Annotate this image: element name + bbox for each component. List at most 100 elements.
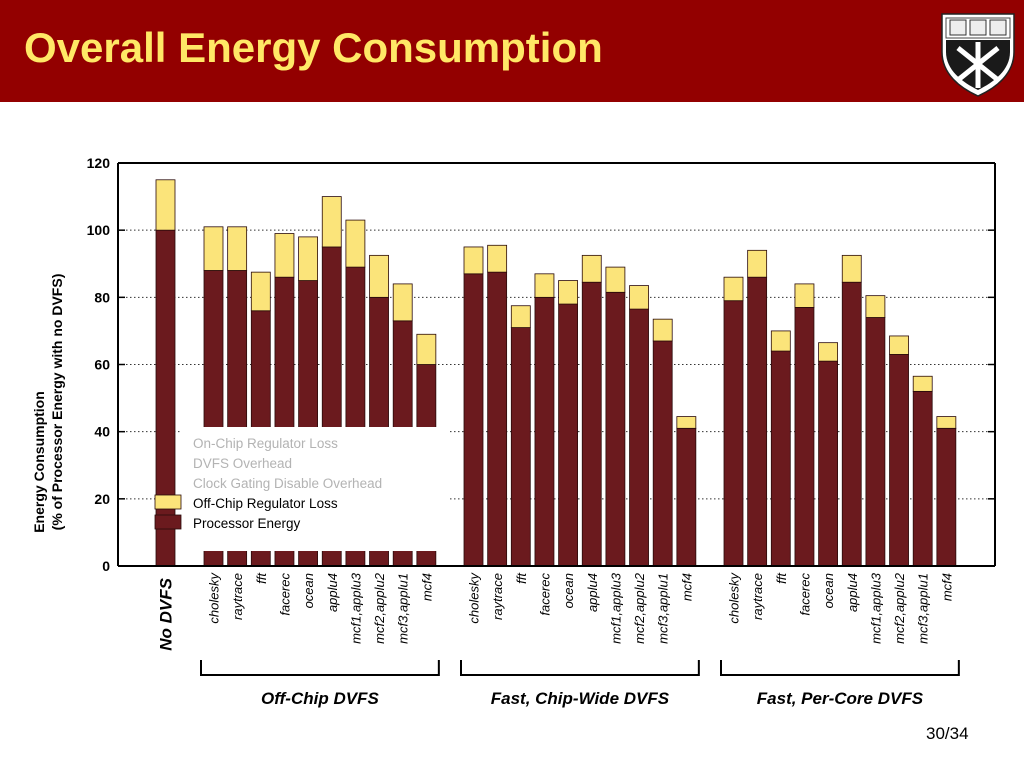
bar-offchip-regulator-loss [321,196,342,248]
legend-swatch [154,514,182,530]
bar-offchip-regulator-loss [652,318,673,342]
x-label-group-3: mcf1,applu3 [608,572,623,644]
group-label-group-3: Fast, Chip-Wide DVFS [491,689,670,708]
bar-offchip-regulator-loss [392,283,413,322]
x-label-group-2: facerec [277,573,292,616]
y-tick-label: 60 [94,357,110,373]
x-axis-category-labels: No DVFS cholesky raytrace fft facerec ocean ap… [157,572,955,651]
bar-processor-energy [652,340,673,567]
x-label-group-2: mcf4 [419,573,434,601]
bracket-group-3 [460,660,700,676]
bar-offchip-regulator-loss [912,375,933,392]
y-tick-label: 40 [94,424,110,440]
bar-offchip-regulator-loss [936,416,957,429]
slide-title: Overall Energy Consumption [24,24,603,71]
bar-offchip-regulator-loss [416,333,437,365]
bar-offchip-regulator-loss [676,416,697,429]
bar-processor-energy [487,271,508,567]
group-brackets: Off-Chip DVFS Fast, Chip-Wide DVFS Fast, P… [200,660,960,708]
y-tick-label: 0 [102,558,110,574]
bar-processor-energy [605,291,626,567]
bar-offchip-regulator-loss [298,236,319,281]
bar-offchip-regulator-loss [155,179,176,231]
x-label-group-2: cholesky [207,572,222,624]
x-label-group-4: ocean [821,573,836,608]
x-label-group-4: mcf1,applu3 [868,572,883,644]
page-number: 30/34 [926,724,969,743]
energy-consumption-chart: On-Chip Regulator Loss DVFS Overhead Clock… [31,155,996,708]
x-label-group-2: raytrace [230,573,245,620]
y-tick-label: 20 [94,491,110,507]
x-label-group-4: facerec [797,573,812,616]
bar-processor-energy [629,308,649,567]
y-axis-label-line2: (% of Processor Energy with no DVFS) [49,274,65,531]
x-label-group-3: mcf2,applu2 [632,572,647,644]
bar-processor-energy [534,296,555,567]
y-tick-label: 120 [87,155,111,171]
bar-processor-energy [818,360,838,567]
y-axis-ticks: 0 20 40 60 80 100 120 [87,155,995,574]
legend-label: On-Chip Regulator Loss [193,436,338,451]
bar-offchip-regulator-loss [841,254,862,283]
bar-offchip-regulator-loss [889,335,909,355]
bar-offchip-regulator-loss [534,273,555,298]
x-label-group-4: cholesky [727,572,742,624]
bar-offchip-regulator-loss [345,219,366,268]
x-label-group-2: fft [254,572,269,584]
bar-offchip-regulator-loss [581,254,602,283]
bar-processor-energy [463,273,484,567]
legend-label: DVFS Overhead [193,456,292,471]
y-tick-label: 100 [87,222,111,238]
bar-processor-energy [841,281,862,567]
bar-processor-energy [770,350,791,567]
bar-offchip-regulator-loss [463,246,484,275]
bar-processor-energy [558,303,578,567]
x-label-group-3: cholesky [467,572,482,624]
legend-swatch [154,494,182,510]
harvard-shield-logo [941,13,1015,97]
bar-processor-energy [723,300,744,567]
bar-offchip-regulator-loss [605,266,626,293]
slide-header [0,0,1024,102]
bar-processor-energy [936,427,957,567]
legend-label: Off-Chip Regulator Loss [193,496,338,511]
x-label-group-3: ocean [561,573,576,608]
bar-offchip-regulator-loss [227,226,248,271]
bar-processor-energy [676,427,697,567]
bar-offchip-regulator-loss [250,271,271,312]
x-label-group-2: ocean [301,573,316,608]
bar-offchip-regulator-loss [274,233,295,278]
x-label-group-3: raytrace [490,573,505,620]
bar-processor-energy [889,354,909,567]
bar-offchip-regulator-loss [369,254,389,298]
group-label-group-2: Off-Chip DVFS [261,689,379,708]
bar-processor-energy [794,307,815,567]
x-label-group-2: mcf3,applu1 [396,573,411,644]
bar-offchip-regulator-loss [203,226,224,271]
bar-offchip-regulator-loss [558,280,578,305]
x-label-group-2: mcf2,applu2 [372,572,387,644]
x-label-group-3: mcf3,applu1 [656,573,671,644]
bar-offchip-regulator-loss [487,244,508,273]
x-label-group-4: applu4 [845,573,860,612]
bar-offchip-regulator-loss [747,249,768,278]
x-label-group-4: mcf2,applu2 [892,572,907,644]
bar-processor-energy [747,276,768,567]
x-label-group-3: mcf4 [679,573,694,601]
x-label-no-dvfs: No DVFS [157,577,176,650]
legend-label: Clock Gating Disable Overhead [193,476,382,491]
bar-offchip-regulator-loss [510,305,531,328]
bar-offchip-regulator-loss [723,276,744,302]
bracket-group-2 [200,660,440,676]
bar-processor-energy [865,317,886,567]
bar-processor-energy [510,327,531,567]
bar-offchip-regulator-loss [865,295,886,318]
bar-processor-energy [912,390,933,567]
legend-label: Processor Energy [193,516,301,531]
x-label-group-2: mcf1,applu3 [348,572,363,644]
x-label-group-2: applu4 [325,573,340,612]
group-label-group-4: Fast, Per-Core DVFS [757,689,924,708]
x-label-group-4: fft [774,572,789,584]
bar-offchip-regulator-loss [770,330,791,352]
y-tick-label: 80 [94,289,110,305]
